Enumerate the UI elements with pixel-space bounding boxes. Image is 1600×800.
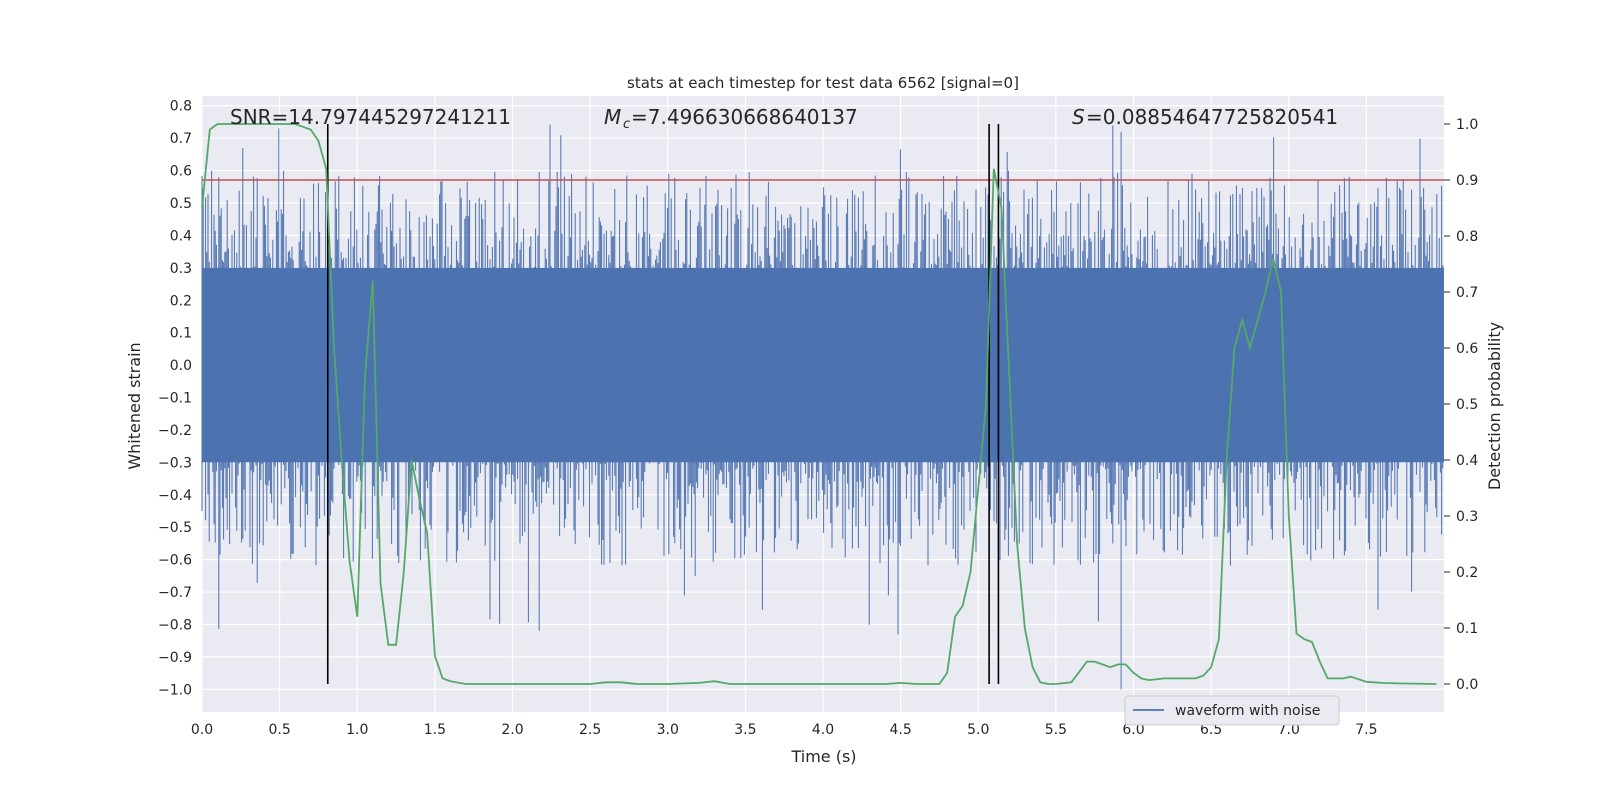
x-tick-label: 4.5 bbox=[889, 722, 911, 738]
s-annotation: =0.08854647725820541 bbox=[1086, 105, 1338, 129]
y-tick-label: 0.5 bbox=[170, 196, 192, 212]
y2-tick-label: 0.6 bbox=[1456, 341, 1478, 357]
x-tick-label: 1.5 bbox=[424, 722, 446, 738]
y2-tick-label: 0.2 bbox=[1456, 565, 1478, 581]
y-tick-label: 0.2 bbox=[170, 293, 192, 309]
y-tick-label: −0.1 bbox=[158, 391, 192, 407]
y2-tick-label: 1.0 bbox=[1456, 117, 1478, 133]
y2-tick-label: 0.4 bbox=[1456, 453, 1478, 469]
x-tick-label: 7.5 bbox=[1355, 722, 1377, 738]
chart-title: stats at each timestep for test data 656… bbox=[627, 74, 1019, 92]
x-tick-label: 2.5 bbox=[579, 722, 601, 738]
waveform-series bbox=[201, 124, 1444, 690]
y-tick-label: 0.4 bbox=[170, 228, 192, 244]
y-tick-label: −1.0 bbox=[158, 682, 192, 698]
x-axis-label: Time (s) bbox=[790, 747, 856, 766]
y2-axis-label: Detection probability bbox=[1485, 322, 1504, 490]
x-tick-label: 1.0 bbox=[346, 722, 368, 738]
y-tick-label: 0.3 bbox=[170, 261, 192, 277]
y2-tick-label: 0.5 bbox=[1456, 397, 1478, 413]
y-tick-label: 0.6 bbox=[170, 164, 192, 180]
legend-box bbox=[1124, 695, 1340, 726]
axis-ticks: 0.0 0.5 1.0 1.5 2.0 2.5 3.0 3.5 4.0 4.5 5.0 5.5 6.0 6… bbox=[158, 99, 1478, 738]
y-tick-label: −0.6 bbox=[158, 553, 192, 569]
x-tick-label: 5.5 bbox=[1045, 722, 1067, 738]
x-tick-label: 6.0 bbox=[1122, 722, 1144, 738]
x-tick-label: 2.0 bbox=[501, 722, 523, 738]
probability-series-line bbox=[201, 123, 1437, 685]
mc-subscript: c bbox=[623, 117, 630, 132]
x-tick-label: 4.0 bbox=[812, 722, 834, 738]
y-tick-label: 0.7 bbox=[170, 131, 192, 147]
y2-tick-label: 0.1 bbox=[1456, 621, 1478, 637]
mc-annotation: =7.496630668640137 bbox=[631, 105, 858, 129]
y-tick-label: −0.8 bbox=[158, 617, 192, 633]
x-tick-label: 0.0 bbox=[191, 722, 213, 738]
y-tick-label: −0.9 bbox=[158, 650, 192, 666]
x-tick-label: 7.0 bbox=[1278, 722, 1300, 738]
snr-annotation: SNR=14.797445297241211 bbox=[230, 105, 511, 129]
s-symbol: S bbox=[1072, 105, 1085, 129]
y2-tick-label: 0.8 bbox=[1456, 229, 1478, 245]
y-tick-label: −0.3 bbox=[158, 455, 192, 471]
x-tick-label: 3.0 bbox=[657, 722, 679, 738]
y-tick-label: 0.8 bbox=[170, 99, 192, 115]
y2-tick-label: 0.0 bbox=[1456, 677, 1478, 693]
y-tick-label: −0.2 bbox=[158, 423, 192, 439]
waveform-core-band bbox=[202, 267, 1444, 463]
y-axis-label: Whitened strain bbox=[125, 342, 144, 469]
x-tick-label: 0.5 bbox=[268, 722, 290, 738]
y2-tick-label: 0.7 bbox=[1456, 285, 1478, 301]
y-tick-label: −0.5 bbox=[158, 520, 192, 536]
legend-label: waveform with noise bbox=[1175, 703, 1320, 719]
y2-tick-label: 0.3 bbox=[1456, 509, 1478, 525]
legend: waveform with noise bbox=[1124, 695, 1340, 726]
x-tick-label: 3.5 bbox=[734, 722, 756, 738]
y2-tick-label: 0.9 bbox=[1456, 173, 1478, 189]
mc-symbol: M bbox=[604, 105, 621, 129]
y-tick-label: −0.7 bbox=[158, 585, 192, 601]
x-tick-label: 5.0 bbox=[967, 722, 989, 738]
y-tick-label: 0.1 bbox=[170, 326, 192, 342]
y-tick-label: 0.0 bbox=[170, 358, 192, 374]
x-tick-label: 6.5 bbox=[1200, 722, 1222, 738]
waveform-spikes bbox=[201, 124, 1444, 690]
y-tick-label: −0.4 bbox=[158, 488, 192, 504]
